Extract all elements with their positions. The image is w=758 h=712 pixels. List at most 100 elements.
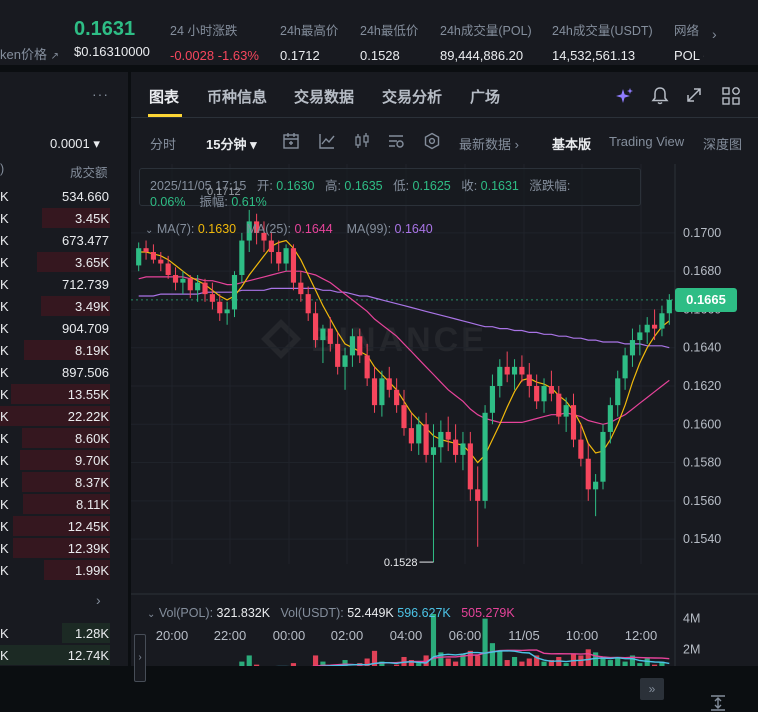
tab-trading-data[interactable]: 交易数据 xyxy=(294,89,355,106)
calendar-icon[interactable] xyxy=(282,132,300,150)
list-item[interactable]: K 1.99K xyxy=(0,559,128,581)
vol-tick-label: 2M xyxy=(683,642,700,656)
volume-bar xyxy=(593,652,599,666)
scroll-to-latest-button[interactable]: » xyxy=(640,678,664,700)
interval-select[interactable]: 15分钟 ▾ xyxy=(206,137,257,152)
candle-body xyxy=(578,439,584,459)
row-price: K xyxy=(0,365,9,380)
list-item[interactable]: K 3.65K xyxy=(0,251,128,273)
y-tick-label: 0.1640 xyxy=(683,341,721,355)
row-price: K xyxy=(0,519,9,534)
volume-bar xyxy=(401,656,407,666)
tab-trading-analysis[interactable]: 交易分析 xyxy=(382,89,443,106)
settings-hex-icon[interactable] xyxy=(423,132,441,150)
tab-square[interactable]: 广场 xyxy=(470,89,501,106)
list-item[interactable]: K 12.45K xyxy=(0,515,128,537)
view-basic[interactable]: 基本版 xyxy=(552,137,592,152)
list-item[interactable]: K 673.477 xyxy=(0,229,128,251)
candlestick-type-icon[interactable] xyxy=(353,132,371,150)
chevron-down-icon[interactable]: ⌄ xyxy=(147,609,156,620)
row-amount: 897.506 xyxy=(62,365,109,380)
row-price: K xyxy=(0,255,9,270)
y-tick-label: 0.1620 xyxy=(683,379,721,393)
chevron-right-icon[interactable]: › xyxy=(96,592,101,608)
list-item[interactable]: K 712.739 xyxy=(0,273,128,295)
volume-bar xyxy=(651,664,658,666)
interval-time-sharing[interactable]: 分时 xyxy=(150,137,177,152)
external-link-icon[interactable]: ↗ xyxy=(50,51,59,62)
list-item[interactable]: K 3.49K xyxy=(0,295,128,317)
view-tradingview[interactable]: Trading View xyxy=(609,134,685,149)
expand-icon[interactable] xyxy=(685,86,703,106)
depth-bar xyxy=(22,472,110,492)
depth-bar xyxy=(13,516,110,536)
kline-chart[interactable]: BINANCE 0.1528 0.17000.16800.16600.16400… xyxy=(131,164,758,711)
list-item[interactable]: K 8.19K xyxy=(0,339,128,361)
list-item[interactable]: K 534.660 xyxy=(0,185,128,207)
volume-bar xyxy=(526,658,532,666)
candle-body xyxy=(364,355,370,379)
row-amount: 8.37K xyxy=(75,475,109,490)
view-depth[interactable]: 深度图 xyxy=(703,137,743,152)
layout-grid-icon[interactable] xyxy=(721,86,741,106)
row-amount: 534.660 xyxy=(62,189,109,204)
drawing-tools-icon[interactable] xyxy=(387,132,405,150)
list-item[interactable]: K 12.74K xyxy=(0,644,128,666)
candle-body xyxy=(541,386,547,402)
list-item[interactable]: K 8.37K xyxy=(0,471,128,493)
candle-body xyxy=(408,428,414,444)
ai-sparkle-icon[interactable] xyxy=(615,86,635,106)
candle-body xyxy=(335,343,341,367)
chevron-down-icon[interactable]: ⌄ xyxy=(145,225,154,236)
collapse-left-button[interactable]: › xyxy=(134,634,146,682)
list-item[interactable]: K 8.11K xyxy=(0,493,128,515)
list-item[interactable]: K 12.39K xyxy=(0,537,128,559)
row-price: K xyxy=(0,387,9,402)
volume-bar xyxy=(371,650,378,666)
volume-bar xyxy=(504,660,510,666)
volume-bar xyxy=(519,661,525,666)
row-amount: 3.49K xyxy=(75,299,109,314)
list-item[interactable]: K 13.55K xyxy=(0,383,128,405)
candle-body xyxy=(482,412,488,501)
volume-bar xyxy=(497,650,503,666)
info-line-2: 0.06% 振幅: 0.61% xyxy=(150,195,267,209)
latest-data-link[interactable]: 最新数据 › xyxy=(459,137,519,152)
list-item[interactable]: K 904.709 xyxy=(0,317,128,339)
more-menu-icon[interactable]: ··· xyxy=(92,86,109,102)
candle-body xyxy=(445,431,451,440)
depth-bar xyxy=(62,623,110,643)
candle-body xyxy=(150,252,157,260)
volume-bar xyxy=(342,660,348,666)
indicator-icon[interactable] xyxy=(318,132,336,150)
tab-chart[interactable]: 图表 xyxy=(149,89,180,106)
candle-body xyxy=(195,282,201,291)
candle-time: 2025/11/05 17:15 xyxy=(150,179,247,193)
resize-axis-icon[interactable] xyxy=(709,694,727,712)
row-price: K xyxy=(0,497,9,512)
volume-bar xyxy=(453,661,459,666)
kline-svg[interactable]: BINANCE 0.1528 0.17000.16800.16600.16400… xyxy=(131,164,758,666)
x-tick-label: 00:00 xyxy=(273,628,306,643)
precision-select[interactable]: 0.0001 ▾ xyxy=(50,136,100,151)
row-amount: 673.477 xyxy=(62,233,109,248)
tab-coin-info[interactable]: 币种信息 xyxy=(207,89,268,106)
candle-body xyxy=(217,301,223,314)
bell-icon[interactable] xyxy=(651,86,669,106)
list-item[interactable]: K 22.22K xyxy=(0,405,128,427)
candle-body xyxy=(349,336,355,356)
list-item[interactable]: K 1.28K xyxy=(0,622,128,644)
depth-bar xyxy=(20,450,110,470)
list-item[interactable]: K 8.60K xyxy=(0,427,128,449)
list-item[interactable]: K 3.45K xyxy=(0,207,128,229)
candle-body xyxy=(666,299,672,314)
candle-body xyxy=(511,366,518,375)
overlapped-high-marker: 0.1712 xyxy=(207,186,241,198)
row-price: K xyxy=(0,563,9,578)
candle-body xyxy=(519,366,525,375)
list-item[interactable]: K 897.506 xyxy=(0,361,128,383)
list-item[interactable]: K 9.70K xyxy=(0,449,128,471)
chevron-right-icon[interactable]: › xyxy=(712,26,717,42)
candle-body xyxy=(534,386,540,402)
